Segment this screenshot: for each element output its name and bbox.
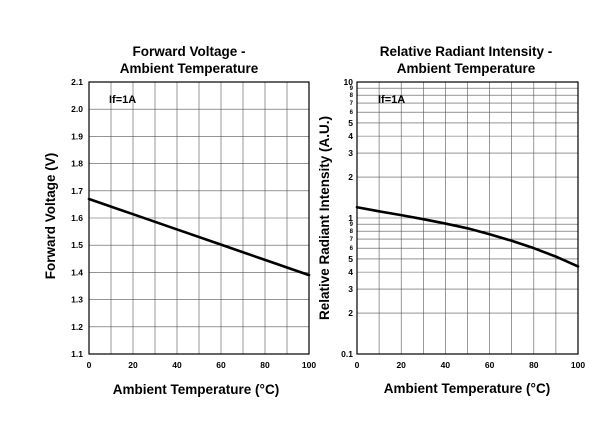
y-minor-tick-label: 8 bbox=[350, 93, 354, 99]
current-annotation: If=1A bbox=[109, 94, 136, 106]
y-minor-tick-label: 9 bbox=[350, 86, 354, 92]
y-minor-tick-label: 3 bbox=[348, 148, 353, 158]
chart-title-line-2: Ambient Temperature bbox=[120, 61, 259, 76]
x-tick-labels: 0 20 40 60 80 100 bbox=[87, 360, 317, 370]
series bbox=[355, 205, 580, 268]
y-minor-tick-label: 4 bbox=[348, 267, 353, 277]
y-minor-tick-label: 9 bbox=[350, 222, 354, 228]
y-minor-tick-label: 6 bbox=[350, 246, 354, 252]
y-tick-label: 1.3 bbox=[71, 295, 83, 305]
series-line bbox=[87, 197, 311, 277]
x-tick-label: 100 bbox=[571, 360, 585, 370]
x-axis-label: Ambient Temperature (°C) bbox=[384, 381, 550, 396]
y-tick-label: 1.2 bbox=[71, 322, 83, 332]
x-tick-label: 100 bbox=[302, 360, 316, 370]
y-tick-label: 1.4 bbox=[71, 267, 83, 277]
x-tick-label: 80 bbox=[260, 360, 270, 370]
series-line bbox=[355, 205, 580, 268]
y-tick-label: 1.6 bbox=[71, 213, 83, 223]
y-minor-tick-label: 3 bbox=[348, 284, 353, 294]
x-tick-label: 40 bbox=[172, 360, 182, 370]
x-tick-label: 80 bbox=[529, 360, 539, 370]
x-tick-label: 20 bbox=[128, 360, 138, 370]
forward-voltage-chart: Forward Voltage - Ambient Temperature 1.… bbox=[43, 44, 316, 397]
y-tick-labels: 1.1 1.2 1.3 1.4 1.5 1.6 1.7 1.8 1.9 2.0 2.1 bbox=[71, 77, 83, 359]
chart-title-line-2: Ambient Temperature bbox=[397, 61, 536, 76]
plot-frame bbox=[356, 81, 579, 355]
x-tick-label: 40 bbox=[441, 360, 451, 370]
y-minor-tick-label: 6 bbox=[350, 110, 354, 116]
y-tick-label: 1.7 bbox=[71, 186, 83, 196]
y-minor-tick-label: 7 bbox=[350, 237, 354, 243]
y-major-tick-label: 0.1 bbox=[341, 349, 353, 359]
y-tick-label: 1.1 bbox=[71, 349, 83, 359]
y-major-tick-label: 1 bbox=[348, 213, 353, 223]
current-annotation: If=1A bbox=[378, 94, 405, 106]
chart-title-line-1: Relative Radiant Intensity - bbox=[380, 44, 553, 59]
y-minor-tick-label: 5 bbox=[348, 254, 353, 264]
y-minor-tick-label: 2 bbox=[348, 172, 353, 182]
plot-frame bbox=[88, 81, 310, 355]
y-minor-tick-label: 4 bbox=[348, 131, 353, 141]
x-tick-label: 60 bbox=[485, 360, 495, 370]
series bbox=[87, 197, 311, 277]
y-minor-tick-label: 8 bbox=[350, 229, 354, 235]
x-tick-label: 60 bbox=[216, 360, 226, 370]
x-axis-label: Ambient Temperature (°C) bbox=[113, 382, 279, 397]
y-minor-tick-label: 7 bbox=[350, 101, 354, 107]
grid bbox=[357, 82, 578, 354]
y-major-tick-label: 10 bbox=[344, 77, 354, 87]
y-axis-label: Forward Voltage (V) bbox=[43, 153, 58, 280]
grid bbox=[89, 82, 309, 354]
y-tick-label: 1.9 bbox=[71, 131, 83, 141]
x-tick-label: 0 bbox=[355, 360, 360, 370]
chart-title-line-1: Forward Voltage - bbox=[132, 44, 245, 59]
x-tick-label: 20 bbox=[396, 360, 406, 370]
y-minor-tick-label: 2 bbox=[348, 308, 353, 318]
y-tick-label: 1.5 bbox=[71, 240, 83, 250]
x-tick-labels: 0 20 40 60 80 100 bbox=[355, 360, 586, 370]
relative-radiant-intensity-chart: Relative Radiant Intensity - Ambient Tem… bbox=[317, 44, 585, 396]
y-tick-label: 2.1 bbox=[71, 77, 83, 87]
y-tick-label: 1.8 bbox=[71, 159, 83, 169]
y-minor-tick-label: 5 bbox=[348, 118, 353, 128]
y-tick-label: 2.0 bbox=[71, 104, 83, 114]
y-axis-label: Relative Radiant Intensity (A.U.) bbox=[317, 116, 332, 320]
x-tick-label: 0 bbox=[87, 360, 92, 370]
